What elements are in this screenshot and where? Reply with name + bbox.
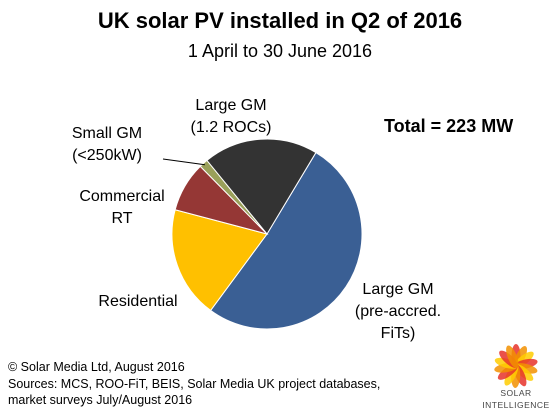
chart-title: UK solar PV installed in Q2 of 2016 <box>97 8 463 33</box>
sources-text-line-1: Sources: MCS, ROO-FiT, BEIS, Solar Media… <box>8 376 381 391</box>
solar-intelligence-logo: SOLAR INTELLIGENCE <box>476 340 556 418</box>
copyright-text: © Solar Media Ltd, August 2016 <box>8 360 185 374</box>
slice-label-2: Commercial RT <box>79 188 164 227</box>
pie-slice-1 <box>171 209 268 312</box>
footer: © Solar Media Ltd, August 2016 Sources: … <box>8 359 380 409</box>
pie-slice-0 <box>209 151 363 330</box>
leader-line-small-gm <box>162 158 205 166</box>
pie-slice-4 <box>206 138 317 235</box>
logo-text-line-2: INTELLIGENCE <box>482 400 550 410</box>
slice-label-3: Small GM (<250kW) <box>72 125 142 164</box>
sun-swirl-icon <box>494 344 538 388</box>
total-annotation: Total = 223 MW <box>384 116 514 136</box>
logo-ray-13 <box>506 345 519 368</box>
logo-text-line-1: SOLAR <box>500 388 532 398</box>
sources-text-line-2: market surveys July/August 2016 <box>8 393 193 407</box>
slice-label-4: Large GM (1.2 ROCs) <box>191 97 272 136</box>
slice-label-0: Large GM (pre-accred. FiTs) <box>355 281 441 342</box>
slice-label-1: Residential <box>98 293 177 310</box>
chart-subtitle: 1 April to 30 June 2016 <box>187 41 373 61</box>
